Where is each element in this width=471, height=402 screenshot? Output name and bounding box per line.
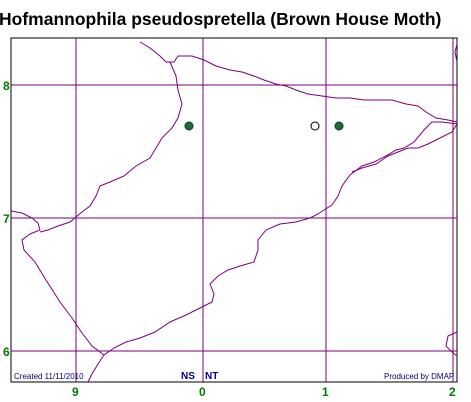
record-open: [310, 121, 320, 131]
coastline-south-estuary: [351, 123, 458, 173]
coastline-se-bay: [445, 331, 458, 357]
map-title: Hofmannophila pseudospretella (Brown Hou…: [0, 9, 442, 29]
x-tick-label: 2: [449, 385, 456, 399]
y-tick-label: 8: [3, 79, 10, 93]
y-tick-label: 6: [3, 345, 10, 359]
coastline-main: [10, 121, 458, 356]
produced-by: Produced by DMAP: [384, 372, 454, 381]
coastline-south-bay: [87, 354, 105, 383]
record-filled: [184, 121, 194, 131]
x-tick-label: 9: [72, 385, 79, 399]
record-markers: [184, 121, 344, 131]
grid-ref-label: NT: [205, 371, 218, 382]
y-tick-label: 7: [3, 212, 10, 226]
coastline-east-edge: [454, 43, 458, 63]
coastline: [10, 41, 458, 383]
coastline-west-estuary: [39, 61, 183, 233]
coastline-north: [139, 41, 458, 123]
grid-lines: [11, 38, 457, 382]
grid-ref-label: NS: [181, 371, 195, 382]
created-date: Created 11/11/2010: [14, 372, 84, 381]
map-frame: [10, 37, 458, 383]
x-tick-label: 1: [322, 385, 329, 399]
record-filled: [334, 121, 344, 131]
x-tick-label: 0: [199, 385, 206, 399]
